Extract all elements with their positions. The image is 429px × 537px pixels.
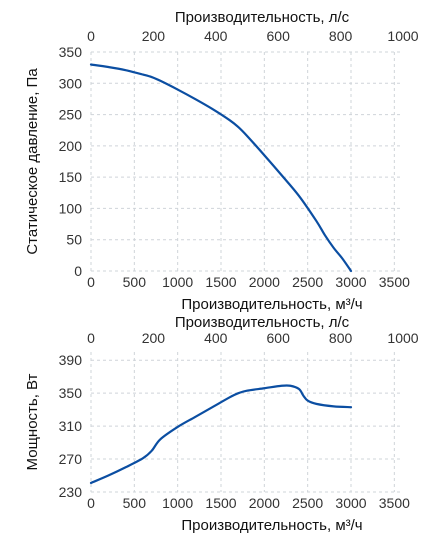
top-x-tick-label: 800 [329, 28, 353, 44]
y-tick-label: 250 [59, 107, 83, 123]
y-tick-label: 100 [59, 200, 83, 216]
series-line [89, 384, 353, 485]
x-tick-label: 2500 [292, 274, 323, 290]
y-tick-label: 350 [59, 385, 83, 401]
y-tick-label: 390 [59, 352, 83, 368]
top-x-tick-label: 0 [87, 28, 95, 44]
top-x-axis-label: Производительность, л/с [175, 314, 350, 331]
top-x-tick-label: 200 [142, 28, 166, 44]
y-tick-label: 150 [59, 169, 83, 185]
x-tick-label: 3500 [379, 274, 410, 290]
chart-2: 0 500 1000 1500 2000 2500 3000 3500230270310350… [24, 314, 419, 534]
x-axis-label: Производительность, м³/ч [181, 517, 362, 534]
y-tick-label: 270 [59, 451, 83, 467]
top-x-tick-label: 0 [87, 330, 95, 346]
y-tick-label: 0 [74, 263, 82, 279]
y-axis-label: Статическое давление, Па [24, 68, 41, 255]
y-axis-label: Мощность, Вт [24, 373, 41, 470]
x-tick-label: 2000 [249, 274, 280, 290]
top-x-tick-label: 1000 [387, 28, 418, 44]
top-x-tick-label: 600 [267, 28, 291, 44]
y-tick-label: 300 [59, 75, 83, 91]
x-tick-label: 500 [123, 274, 147, 290]
y-tick-label: 50 [66, 232, 82, 248]
x-tick-label: 0 [87, 274, 95, 290]
top-x-tick-label: 600 [267, 330, 291, 346]
y-tick-label: 350 [59, 44, 83, 60]
x-tick-label: 1500 [205, 495, 236, 511]
x-tick-label: 3000 [335, 274, 366, 290]
x-tick-label: 1500 [205, 274, 236, 290]
top-x-tick-label: 400 [204, 28, 228, 44]
x-tick-label: 500 [123, 495, 147, 511]
top-x-tick-label: 800 [329, 330, 353, 346]
x-tick-label: 0 [87, 495, 95, 511]
top-x-tick-label: 400 [204, 330, 228, 346]
x-tick-label: 2000 [249, 495, 280, 511]
y-tick-label: 310 [59, 418, 83, 434]
x-tick-label: 1000 [162, 495, 193, 511]
y-tick-label: 230 [59, 484, 83, 500]
x-tick-label: 2500 [292, 495, 323, 511]
y-tick-label: 200 [59, 138, 83, 154]
x-axis-label: Производительность, м³/ч [181, 296, 362, 313]
top-x-tick-label: 1000 [387, 330, 418, 346]
x-tick-label: 3000 [335, 495, 366, 511]
x-tick-label: 1000 [162, 274, 193, 290]
x-tick-label: 3500 [379, 495, 410, 511]
series-line [89, 63, 353, 273]
top-x-tick-label: 200 [142, 330, 166, 346]
top-x-axis-label: Производительность, л/с [175, 9, 350, 26]
chart-1: 0 500 1000 1500 2000 2500 3000 3500050100150200… [24, 9, 419, 313]
